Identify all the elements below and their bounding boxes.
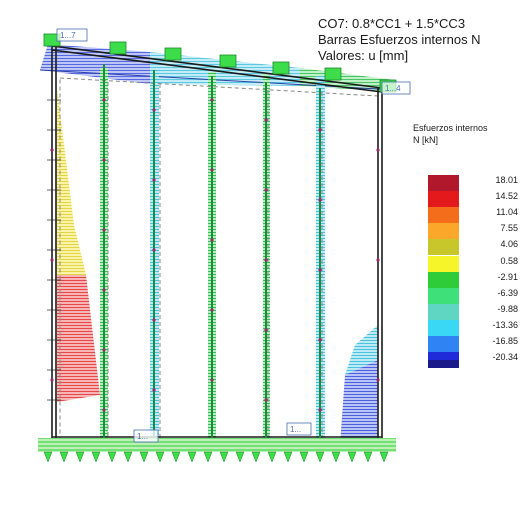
legend-value: -6.39 <box>497 287 518 298</box>
node-label-bottom-right: 1... <box>290 425 301 434</box>
legend-row: 4.06 <box>428 239 520 256</box>
legend-row: -6.39 <box>428 287 520 304</box>
legend-row: 11.04 <box>428 207 520 224</box>
legend-value: 18.01 <box>495 175 518 185</box>
deformed-shape <box>59 77 379 441</box>
post-hatching <box>47 99 61 401</box>
result-type-label: Barras Esfuerzos internos N <box>318 32 481 47</box>
legend-value: 14.52 <box>495 191 518 202</box>
legend-title-line1: Esfuerzos internos <box>413 123 488 133</box>
legend-title-line2: N [kN] <box>413 135 439 145</box>
legend-row: 0.58 <box>428 255 520 272</box>
legend-value: -9.88 <box>497 303 518 314</box>
node-label-bottom-mid: 1... <box>137 432 148 441</box>
legend-swatch <box>428 271 459 288</box>
legend-row: -16.85 <box>428 336 520 352</box>
legend-swatch <box>428 287 459 304</box>
legend-swatch-bottom <box>428 360 459 369</box>
legend-row: 14.52 <box>428 191 520 208</box>
legend-value: 11.04 <box>496 207 518 218</box>
legend-swatch <box>428 336 459 352</box>
node-labels: 1...7 1...4 1... 1... <box>56 28 411 443</box>
legend-value: 0.58 <box>500 255 518 266</box>
legend-value: 4.06 <box>500 239 518 250</box>
legend-value: -13.36 <box>492 319 518 330</box>
legend-swatch <box>428 303 459 320</box>
right-post-diagram <box>340 325 378 445</box>
legend-row: -2.91 <box>428 271 520 288</box>
legend-value: -20.34 <box>492 352 518 363</box>
member-marks <box>50 98 380 412</box>
legend-row: 18.01 <box>428 175 520 191</box>
legend-swatch <box>428 319 459 336</box>
legend-swatch <box>428 255 459 272</box>
legend-swatch <box>428 191 459 208</box>
base-beam <box>38 438 396 463</box>
legend-value: 7.55 <box>500 223 518 234</box>
legend-swatch <box>428 239 459 256</box>
studs <box>103 64 321 440</box>
node-label-top-right: 1...4 <box>385 84 401 93</box>
node-label-top-left: 1...7 <box>60 31 76 40</box>
left-post-diagram <box>57 88 100 402</box>
legend-row: -9.88 <box>428 303 520 320</box>
legend-swatch <box>428 207 459 224</box>
legend-title: Esfuerzos internos N [kN] <box>413 122 488 146</box>
legend-value: -2.91 <box>497 271 518 282</box>
values-unit-label: Valores: u [mm] <box>318 48 409 63</box>
legend-row: -13.36 <box>428 319 520 336</box>
legend-value: -16.85 <box>492 336 518 346</box>
legend-swatch <box>428 175 459 191</box>
legend-swatch <box>428 223 459 240</box>
legend-row: 7.55 <box>428 223 520 240</box>
load-combination-label: CO7: 0.8*CC1 + 1.5*CC3 <box>318 16 466 31</box>
